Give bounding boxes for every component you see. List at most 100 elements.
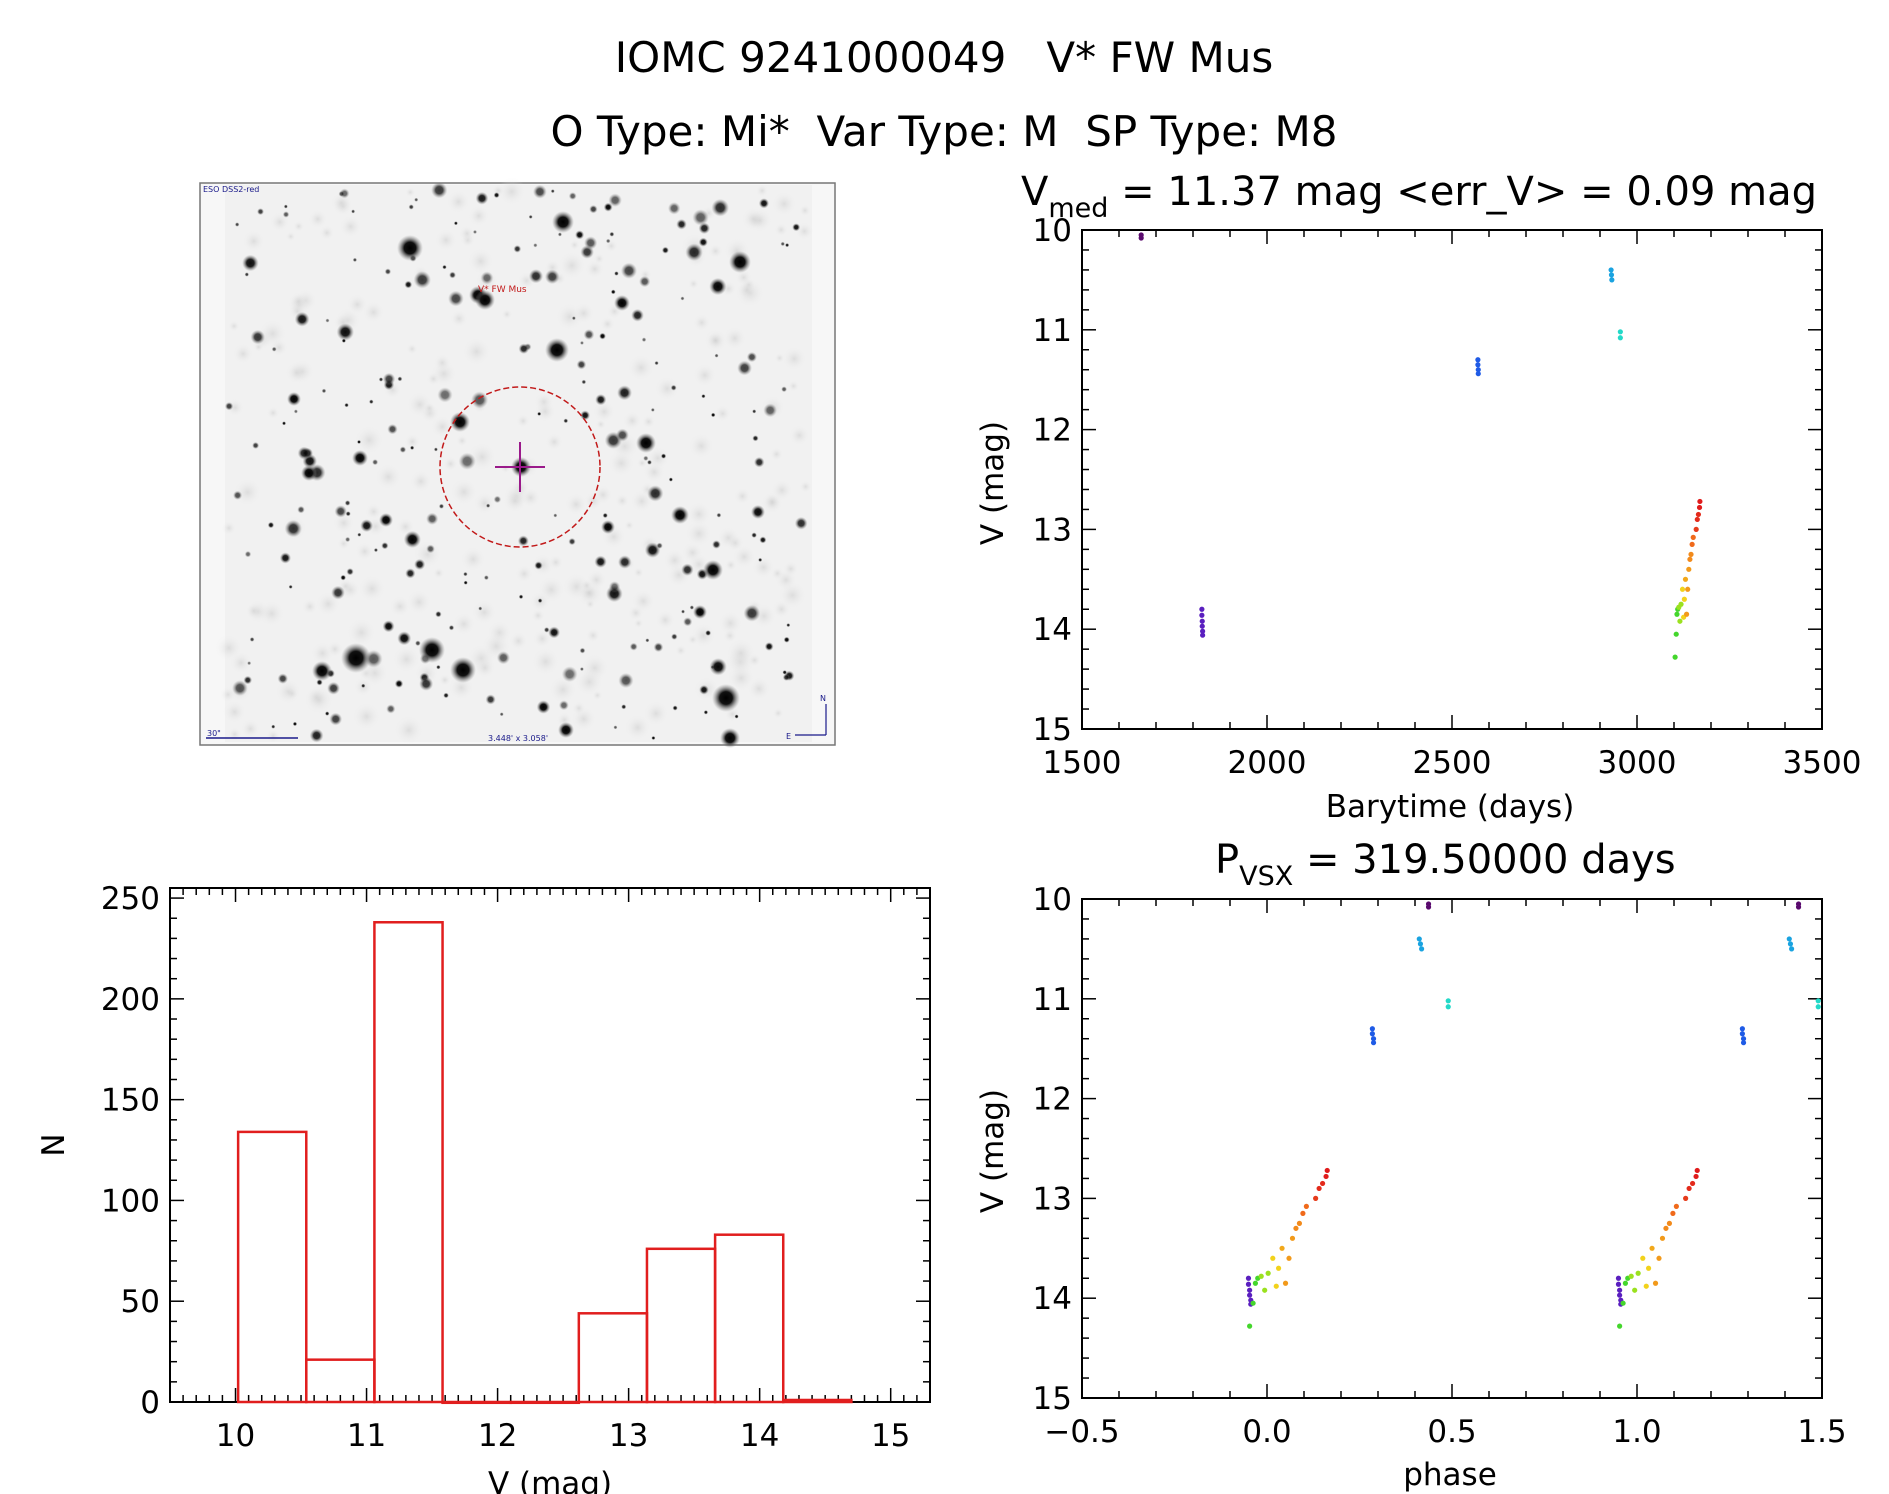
phased-point xyxy=(1370,1036,1377,1042)
star xyxy=(496,651,511,665)
background-blob xyxy=(449,309,469,328)
background-blob xyxy=(269,338,289,357)
star xyxy=(485,694,496,705)
lightcurve-xlabel: Barytime (days) xyxy=(1326,789,1575,825)
scale-label: 30" xyxy=(207,729,221,738)
phased-point xyxy=(1323,1173,1329,1180)
star xyxy=(737,360,753,376)
y-tick-label: 13 xyxy=(1033,512,1072,548)
lightcurve-axes: 1500 2000 2500 3000 3500 10 11 12 13 14 15 xyxy=(1033,213,1862,781)
background-blob xyxy=(326,640,344,658)
background-blob xyxy=(781,346,807,372)
plot-frame xyxy=(1081,898,1823,1399)
background-blob xyxy=(633,566,645,579)
star xyxy=(403,530,421,549)
star xyxy=(224,402,234,411)
x-tick-label: 1.5 xyxy=(1797,1414,1846,1450)
histogram-bar xyxy=(645,1247,717,1404)
background-blob xyxy=(769,447,784,462)
background-blob xyxy=(531,608,545,623)
star xyxy=(710,412,716,418)
star xyxy=(705,630,712,636)
x-tick-label: 0.0 xyxy=(1242,1414,1291,1450)
star xyxy=(613,725,618,730)
star xyxy=(605,238,611,244)
star xyxy=(670,384,677,391)
phased-ylabel: V (mag) xyxy=(975,1089,1011,1213)
lightcurve-point xyxy=(1199,612,1205,618)
star xyxy=(369,399,374,405)
y-tick-label: 12 xyxy=(1033,413,1072,449)
star xyxy=(752,435,759,442)
star xyxy=(478,606,483,611)
star xyxy=(609,231,615,237)
star xyxy=(533,243,538,248)
star xyxy=(345,536,351,543)
histogram-xlabel: V (mag) xyxy=(488,1466,612,1494)
star xyxy=(639,275,651,288)
y-tick-label: 11 xyxy=(1033,313,1072,349)
lightcurve-point xyxy=(1695,511,1702,518)
star xyxy=(548,626,561,639)
star xyxy=(689,605,695,610)
star xyxy=(792,223,801,232)
phased-panel: PVSX = 319.50000 days −0.5 0.0 0.5 1.0 1.5 10… xyxy=(975,837,1847,1493)
y-tick-label: 14 xyxy=(1033,612,1072,648)
y-tick-label: 150 xyxy=(101,1083,160,1119)
phased-point xyxy=(1324,1167,1330,1174)
background-blob xyxy=(393,715,424,745)
star xyxy=(309,728,324,743)
background-blob xyxy=(704,329,728,353)
star xyxy=(676,218,687,230)
phased-point xyxy=(1620,1300,1626,1306)
background-blob xyxy=(443,456,459,472)
star xyxy=(716,512,722,518)
star xyxy=(647,485,664,502)
lightcurve-title-rest: = 11.37 mag <err_V> = 0.09 mag xyxy=(1108,169,1817,215)
star xyxy=(753,456,765,468)
phased-point xyxy=(1319,1180,1326,1187)
star xyxy=(386,704,396,714)
star xyxy=(576,359,587,370)
x-tick-label: 10 xyxy=(216,1418,255,1454)
phased-title: PVSX = 319.50000 days xyxy=(1215,837,1676,892)
background-blob xyxy=(473,491,497,515)
phased-point xyxy=(1245,1281,1252,1287)
star xyxy=(734,714,739,719)
background-blob xyxy=(787,380,800,392)
phased-points xyxy=(1245,901,1821,1329)
star xyxy=(345,511,351,517)
star xyxy=(714,353,719,358)
background-blob xyxy=(430,415,454,439)
bright-star xyxy=(312,661,332,681)
background-blob xyxy=(222,700,247,724)
star xyxy=(453,221,458,226)
phased-point xyxy=(1275,1265,1282,1271)
lightcurve-point xyxy=(1199,606,1205,612)
phased-title-rest: = 319.50000 days xyxy=(1293,837,1675,883)
phased-point xyxy=(1286,1255,1292,1261)
phased-point xyxy=(1656,1255,1662,1261)
phased-point xyxy=(1273,1283,1279,1289)
phased-point xyxy=(1265,1270,1271,1276)
background-blob xyxy=(593,253,605,265)
star xyxy=(463,580,468,585)
star xyxy=(341,338,346,343)
background-blob xyxy=(708,243,723,259)
background-blob xyxy=(747,207,773,233)
star xyxy=(244,550,252,558)
lightcurve-point xyxy=(1617,329,1623,335)
star xyxy=(544,269,560,285)
star xyxy=(685,243,703,262)
star xyxy=(621,704,627,710)
star xyxy=(553,513,558,518)
lightcurve-point xyxy=(1138,235,1144,241)
phased-point xyxy=(1247,1323,1253,1329)
star xyxy=(426,512,439,525)
star xyxy=(758,198,770,209)
star xyxy=(463,571,468,577)
background-blob xyxy=(265,728,281,744)
phased-point xyxy=(1786,936,1792,942)
star xyxy=(672,705,678,711)
lightcurve-point xyxy=(1608,267,1614,273)
